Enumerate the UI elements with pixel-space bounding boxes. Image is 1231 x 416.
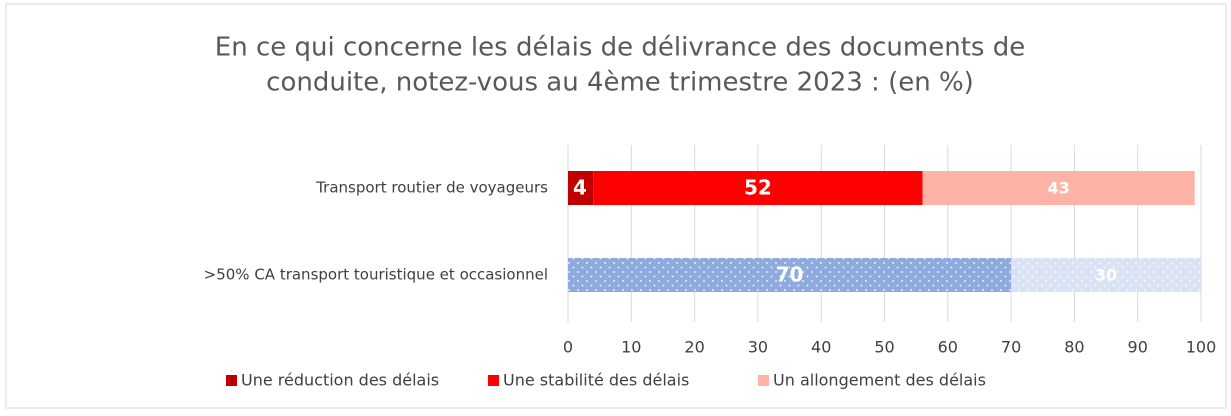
legend-label: Une réduction des délais (241, 371, 439, 390)
data-label: 43 (1047, 179, 1069, 198)
bar-pattern (568, 258, 1012, 292)
bar-segment (568, 171, 594, 205)
data-label: 30 (1095, 266, 1117, 285)
x-tick-label: 100 (1186, 338, 1217, 357)
legend-label: Un allongement des délais (773, 371, 986, 390)
x-tick-label: 10 (621, 338, 641, 357)
legend-swatch (226, 375, 237, 386)
chart-border (5, 3, 1227, 409)
x-tick-label: 90 (1128, 338, 1148, 357)
bar-segment (922, 171, 1195, 205)
x-tick-label: 40 (811, 338, 831, 357)
legend-swatch (758, 375, 769, 386)
legend-label: Une stabilité des délais (503, 371, 689, 390)
x-tick-label: 60 (938, 338, 958, 357)
x-tick-label: 20 (684, 338, 704, 357)
bar-pattern (1011, 258, 1201, 292)
legend-swatch (488, 375, 499, 386)
y-tick-label: Transport routier de voyageurs (315, 179, 548, 197)
x-tick-label: 0 (563, 338, 573, 357)
data-label: 52 (744, 176, 772, 200)
x-tick-label: 70 (1001, 338, 1021, 357)
data-label: 70 (776, 263, 804, 287)
x-tick-label: 30 (748, 338, 768, 357)
chart-title: En ce qui concerne les délais de délivra… (215, 33, 1025, 63)
bar-segment (593, 171, 923, 205)
data-label: 4 (573, 176, 587, 200)
x-tick-label: 80 (1064, 338, 1084, 357)
chart-title: conduite, notez-vous au 4ème trimestre 2… (266, 68, 974, 98)
y-tick-label: >50% CA transport touristique et occasio… (204, 266, 548, 284)
x-tick-label: 50 (874, 338, 894, 357)
